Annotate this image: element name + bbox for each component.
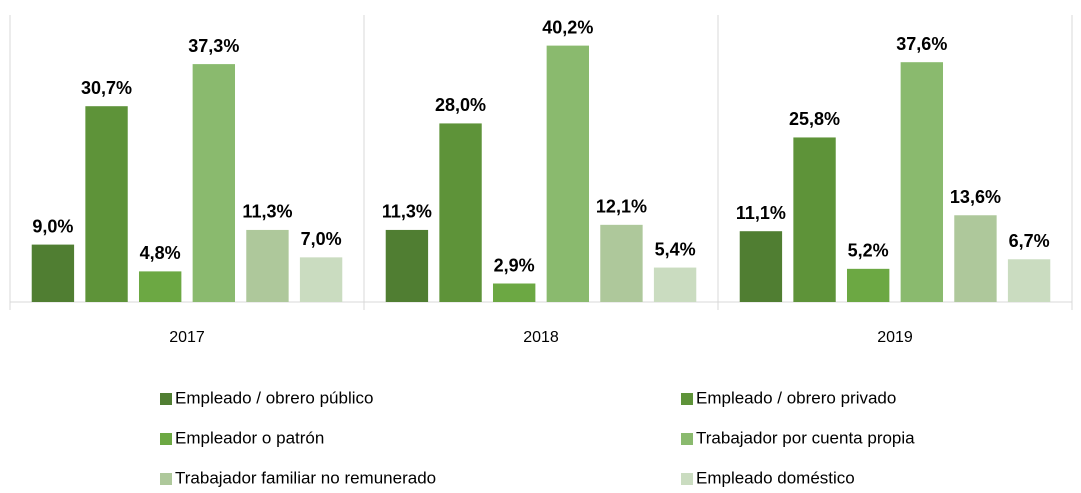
bar xyxy=(246,229,289,302)
bar xyxy=(900,62,944,302)
legend-label: Trabajador por cuenta propia xyxy=(696,428,915,447)
legend-swatch xyxy=(681,473,693,485)
legend-label: Empleador o patrón xyxy=(175,428,324,447)
data-label: 37,3% xyxy=(188,36,239,56)
bar xyxy=(439,123,482,302)
bar xyxy=(846,268,890,302)
bar xyxy=(954,215,997,302)
bar xyxy=(299,257,343,302)
legend-label: Empleado doméstico xyxy=(696,468,855,487)
legend-swatch xyxy=(681,393,693,405)
data-label: 37,6% xyxy=(896,34,947,54)
legend-swatch xyxy=(160,393,172,405)
bar xyxy=(739,231,783,302)
legend-swatch xyxy=(160,433,172,445)
data-label: 6,7% xyxy=(1009,231,1050,251)
legend-label: Empleado / obrero privado xyxy=(696,388,896,407)
x-tick-label: 2018 xyxy=(523,329,559,346)
data-label: 30,7% xyxy=(81,78,132,98)
data-label: 11,3% xyxy=(382,202,432,222)
data-label: 28,0% xyxy=(435,95,486,115)
data-label: 5,4% xyxy=(655,239,696,259)
bar xyxy=(385,229,429,302)
bar xyxy=(85,106,128,302)
legend-swatch xyxy=(160,473,172,485)
x-tick-label: 2017 xyxy=(169,329,205,346)
x-tick-label: 2019 xyxy=(877,329,913,346)
data-label: 12,1% xyxy=(596,197,647,217)
data-label: 25,8% xyxy=(789,109,840,129)
data-label: 11,3% xyxy=(242,202,292,222)
bar xyxy=(793,137,836,302)
bar xyxy=(1007,259,1051,302)
data-label: 2,9% xyxy=(494,255,535,275)
bar xyxy=(546,45,590,302)
data-label: 9,0% xyxy=(32,216,73,236)
data-label: 4,8% xyxy=(140,243,181,263)
data-label: 13,6% xyxy=(950,187,1001,207)
bar xyxy=(492,283,536,302)
bar xyxy=(192,64,236,302)
legend-label: Trabajador familiar no remunerado xyxy=(175,468,436,487)
bar xyxy=(600,224,643,302)
legend-swatch xyxy=(681,433,693,445)
data-label: 5,2% xyxy=(848,241,889,261)
data-label: 40,2% xyxy=(542,17,593,37)
legend-label: Empleado / obrero público xyxy=(175,388,373,407)
bar xyxy=(138,271,182,302)
bar xyxy=(31,244,75,302)
bar xyxy=(653,267,697,302)
data-label: 11,1% xyxy=(736,203,786,223)
data-label: 7,0% xyxy=(301,229,342,249)
